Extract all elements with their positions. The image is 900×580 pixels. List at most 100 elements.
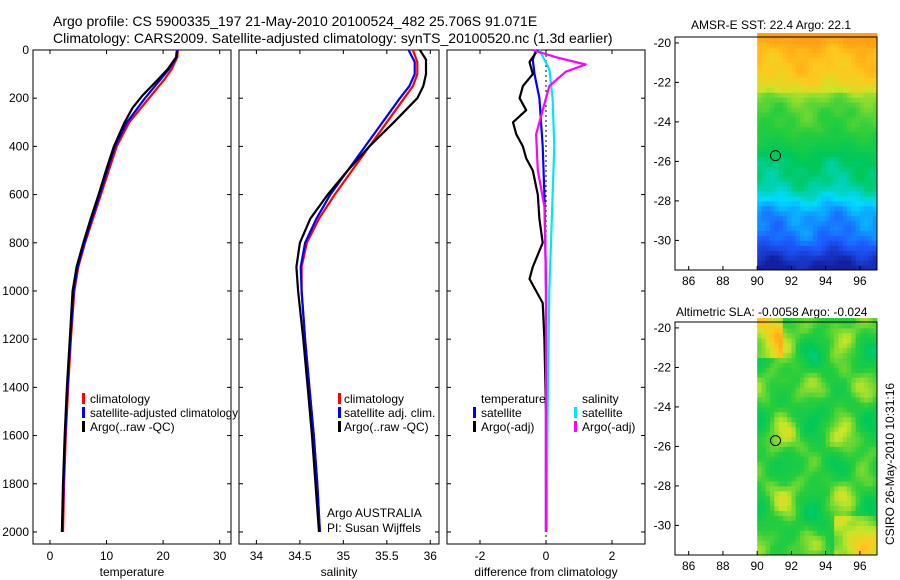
- heatmap-cell: [829, 540, 835, 546]
- heatmap-cell: [778, 387, 784, 393]
- heatmap-cell: [812, 52, 818, 59]
- heatmap-cell: [817, 121, 822, 128]
- heatmap-cell: [838, 545, 844, 551]
- heatmap-cell: [757, 342, 762, 349]
- heatmap-cell: [868, 62, 874, 69]
- heatmap-cell: [761, 377, 767, 383]
- heatmap-cell: [770, 318, 775, 324]
- heatmap-cell: [872, 181, 878, 187]
- heatmap-cell: [872, 357, 878, 363]
- heatmap-cell: [859, 126, 865, 133]
- heatmap-cell: [859, 87, 865, 93]
- heatmap-cell: [847, 225, 852, 232]
- heatmap-cell: [834, 230, 839, 236]
- heatmap-cell: [868, 490, 874, 497]
- heatmap-cell: [770, 327, 775, 334]
- heatmap-cell: [847, 550, 852, 556]
- heatmap-cell: [770, 342, 775, 349]
- heatmap-cell: [817, 456, 822, 462]
- heatmap-cell: [770, 436, 775, 442]
- heatmap-cell: [864, 37, 869, 44]
- heatmap-cell: [787, 131, 792, 138]
- heatmap-cell: [864, 102, 869, 108]
- heatmap-cell: [808, 235, 814, 241]
- heatmap-cell: [761, 116, 767, 123]
- heatmap-cell: [787, 42, 792, 49]
- heatmap-cell: [847, 240, 852, 246]
- heatmap-cell: [842, 535, 848, 541]
- heatmap-cell: [770, 332, 775, 339]
- heatmap-cell: [859, 347, 865, 354]
- heatmap-cell: [782, 347, 788, 354]
- heatmap-cell: [757, 327, 762, 334]
- heatmap-cell: [847, 525, 852, 531]
- heatmap-cell: [842, 161, 848, 167]
- heatmap-cell: [842, 421, 848, 428]
- heatmap-cell: [817, 112, 822, 118]
- heatmap-cell: [868, 446, 874, 452]
- heatmap-cell: [774, 136, 780, 143]
- heatmap-cell: [847, 318, 852, 324]
- heatmap-cell: [778, 102, 784, 108]
- heatmap-cell: [847, 352, 852, 359]
- heatmap-cell: [842, 97, 848, 103]
- heatmap-cell: [855, 421, 861, 428]
- heatmap-cell: [782, 352, 788, 359]
- heatmap-cell: [868, 235, 874, 241]
- heatmap-cell: [770, 485, 775, 492]
- heatmap-cell: [799, 255, 805, 261]
- heatmap-cell: [842, 446, 848, 452]
- heatmap-cell: [872, 456, 878, 462]
- heatmap-cell: [859, 200, 865, 207]
- heatmap-cell: [787, 342, 792, 349]
- heatmap-cell: [842, 495, 848, 502]
- heatmap-cell: [834, 367, 839, 373]
- heatmap-cell: [757, 515, 762, 521]
- heatmap-cell: [761, 382, 767, 388]
- heatmap-cell: [761, 136, 767, 143]
- heatmap-cell: [855, 525, 861, 531]
- heatmap-cell: [821, 318, 827, 324]
- heatmap-cell: [799, 82, 805, 88]
- heatmap-cell: [842, 112, 848, 118]
- heatmap-cell: [799, 377, 805, 383]
- heatmap-cell: [872, 200, 878, 207]
- heatmap-cell: [761, 205, 767, 212]
- heatmap-cell: [868, 77, 874, 83]
- heatmap-cell: [817, 322, 822, 329]
- heatmap-cell: [770, 421, 775, 428]
- heatmap-cell: [868, 485, 874, 492]
- heatmap-cell: [838, 97, 844, 103]
- heatmap-cell: [770, 230, 775, 236]
- heatmap-cell: [864, 337, 869, 344]
- heatmap-cell: [808, 480, 814, 487]
- heatmap-cell: [791, 510, 797, 517]
- heatmap-cell: [825, 451, 831, 457]
- heatmap-cell: [791, 57, 797, 64]
- heatmap-cell: [808, 406, 814, 413]
- heatmap-cell: [804, 505, 810, 512]
- heatmap-cell: [791, 42, 797, 49]
- heatmap-cell: [838, 141, 844, 148]
- heatmap-cell: [838, 446, 844, 452]
- heatmap-cell: [757, 57, 762, 64]
- heatmap-cell: [829, 87, 835, 93]
- heatmap-cell: [825, 131, 831, 138]
- heatmap-cell: [770, 195, 775, 202]
- heatmap-cell: [765, 67, 771, 74]
- heatmap-cell: [825, 387, 831, 393]
- heatmap-cell: [795, 245, 801, 251]
- heatmap-cell: [872, 67, 878, 74]
- heatmap-cell: [799, 540, 805, 546]
- heatmap-cell: [838, 471, 844, 477]
- heatmap-cell: [774, 82, 780, 88]
- heatmap-cell: [795, 33, 801, 39]
- heatmap-cell: [821, 446, 827, 452]
- heatmap-cell: [795, 116, 801, 123]
- heatmap-cell: [774, 171, 780, 177]
- heatmap-cell: [774, 500, 780, 507]
- heatmap-cell: [770, 112, 775, 118]
- heatmap-cell: [864, 62, 869, 69]
- heatmap-cell: [872, 347, 878, 354]
